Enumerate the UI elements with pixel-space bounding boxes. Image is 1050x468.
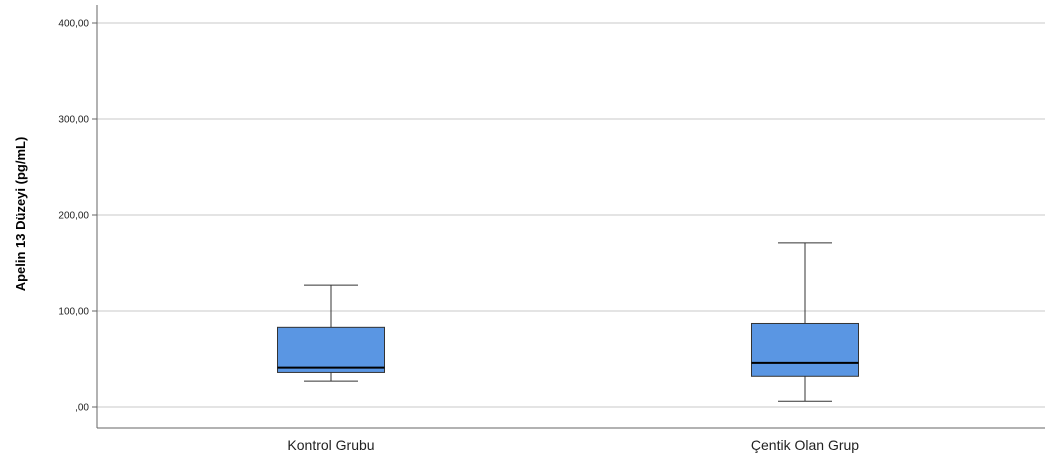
y-tick-labels: ,00 100,00 200,00 300,00 400,00 [58,19,89,414]
x-category-label: Çentik Olan Grup [751,437,859,453]
iqr-box [277,326,385,373]
y-tick-label: 100,00 [58,307,89,318]
iqr-box [751,322,859,377]
y-tick-label: 200,00 [58,211,89,222]
category-labels: Kontrol Grubu Çentik Olan Grup [287,437,859,453]
boxes [277,242,859,402]
y-tick-label: 400,00 [58,19,89,30]
grid-lines [97,22,1045,408]
y-tick-label: ,00 [75,403,89,414]
box-2 [751,242,859,402]
y-tick-label: 300,00 [58,115,89,126]
box-1 [277,284,385,382]
x-category-label: Kontrol Grubu [287,437,374,453]
y-axis-title: Apelin 13 Düzeyi (pg/mL) [13,137,28,292]
axes [92,5,1045,429]
